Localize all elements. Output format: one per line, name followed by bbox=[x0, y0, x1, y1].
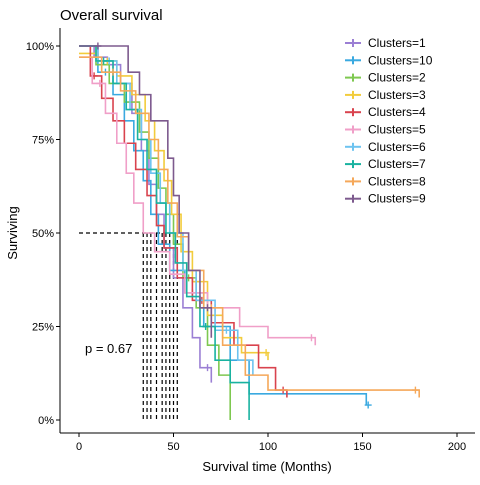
x-tick-label: 150 bbox=[353, 441, 371, 453]
chart-title: Overall survival bbox=[60, 7, 163, 24]
survival-curve-10 bbox=[79, 45, 213, 338]
legend-label: Clusters=1 bbox=[368, 36, 426, 50]
p-value-annotation: p = 0.67 bbox=[85, 341, 132, 356]
legend-label: Clusters=6 bbox=[368, 140, 426, 154]
censor-mark bbox=[411, 386, 419, 394]
y-tick-label: 75% bbox=[32, 135, 54, 147]
survival-curve-5 bbox=[79, 45, 288, 398]
censor-mark bbox=[262, 349, 270, 357]
legend-label: Clusters=4 bbox=[368, 105, 426, 119]
censor-mark bbox=[109, 68, 117, 76]
legend-label: Clusters=10 bbox=[368, 53, 433, 67]
censor-mark bbox=[202, 323, 210, 330]
survival-curve-8 bbox=[79, 45, 250, 420]
legend-label: Clusters=7 bbox=[368, 157, 426, 171]
legend-label: Clusters=8 bbox=[368, 174, 426, 188]
y-tick-label: 100% bbox=[26, 41, 54, 53]
plot-area: 0% 25% 50% 75% 100% 0 50 100 150 200 bbox=[26, 28, 475, 453]
survival-curve-9 bbox=[79, 56, 420, 398]
legend-label: Clusters=9 bbox=[368, 192, 426, 206]
legend: Clusters=1 Clusters=10 Clusters=2 Clusters=… bbox=[345, 36, 433, 206]
x-tick-label: 200 bbox=[448, 441, 466, 453]
legend-label: Clusters=2 bbox=[368, 71, 426, 85]
censor-mark bbox=[364, 401, 372, 409]
censor-mark bbox=[94, 42, 102, 50]
censor-mark bbox=[307, 334, 315, 342]
y-tick-label: 50% bbox=[32, 228, 54, 240]
x-tick-label: 0 bbox=[76, 441, 82, 453]
legend-label: Clusters=5 bbox=[368, 123, 426, 137]
legend-label: Clusters=3 bbox=[368, 88, 426, 102]
censor-mark bbox=[204, 364, 212, 372]
x-tick-label: 50 bbox=[167, 441, 179, 453]
survival-curve-2 bbox=[79, 45, 368, 406]
x-tick-label: 100 bbox=[259, 441, 277, 453]
y-tick-label: 0% bbox=[38, 415, 54, 427]
censor-mark bbox=[222, 326, 230, 334]
survival-curve-6 bbox=[79, 56, 317, 346]
y-axis-label: Surviving bbox=[5, 206, 20, 259]
x-axis-label: Survival time (Months) bbox=[202, 459, 331, 474]
censor-mark bbox=[204, 304, 212, 312]
censor-mark bbox=[96, 79, 104, 87]
y-tick-label: 25% bbox=[32, 322, 54, 334]
